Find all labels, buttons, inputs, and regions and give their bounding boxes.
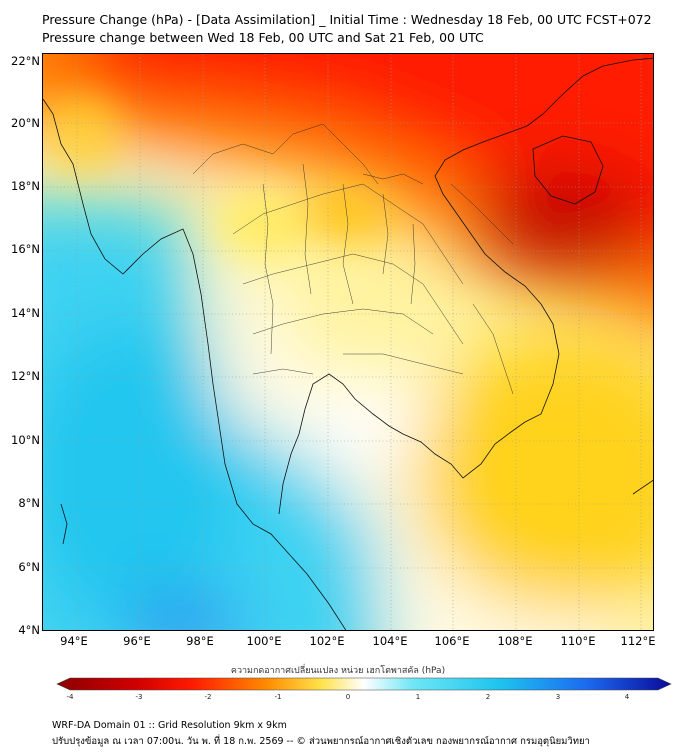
colorbar-tick: 0 xyxy=(345,693,351,701)
pressure-field xyxy=(43,54,653,630)
lon-label: 106°E xyxy=(434,634,470,648)
lon-label: 98°E xyxy=(186,634,214,648)
chart-subtitle: Pressure change between Wed 18 Feb, 00 U… xyxy=(42,30,484,45)
lon-label: 112°E xyxy=(620,634,656,648)
colorbar-tick: -1 xyxy=(274,693,282,701)
colorbar-title: ความกดอากาศเปลี่ยนแปลง หน่วย เฮกโตพาสคัล… xyxy=(230,666,446,676)
lat-label: 14°N xyxy=(11,306,40,320)
lat-label: 6°N xyxy=(18,560,40,574)
coastline xyxy=(43,57,653,630)
colorbar-tick: -3 xyxy=(135,693,143,701)
chart-title: Pressure Change (hPa) - [Data Assimilati… xyxy=(42,12,652,27)
colorbar-tick: -4 xyxy=(66,693,74,701)
footer-model-info: WRF-DA Domain 01 :: Grid Resolution 9km … xyxy=(52,720,287,731)
lat-label: 20°N xyxy=(11,116,40,130)
lat-label: 12°N xyxy=(11,369,40,383)
lon-label: 96°E xyxy=(123,634,151,648)
colorbar xyxy=(56,677,672,691)
lat-label: 10°N xyxy=(11,433,40,447)
colorbar-tick: 3 xyxy=(555,693,561,701)
colorbar-tick: 4 xyxy=(624,693,630,701)
lat-label: 4°N xyxy=(18,623,40,637)
colorbar-tick: -2 xyxy=(204,693,212,701)
lon-label: 108°E xyxy=(497,634,533,648)
footer-credit: ปรับปรุงข้อมูล ณ เวลา 07:00น. วัน พ. ที่… xyxy=(52,736,590,747)
graticule xyxy=(43,54,653,630)
map-canvas xyxy=(43,54,653,630)
lon-label: 100°E xyxy=(246,634,282,648)
lon-label: 102°E xyxy=(309,634,345,648)
lat-label: 16°N xyxy=(11,242,40,256)
colorbar-tick: 2 xyxy=(485,693,491,701)
lat-label: 8°N xyxy=(18,496,40,510)
lon-label: 94°E xyxy=(60,634,88,648)
colorbar-tick: 1 xyxy=(415,693,421,701)
lat-label: 22°N xyxy=(11,54,40,68)
pressure-change-map xyxy=(42,53,654,631)
lon-label: 104°E xyxy=(372,634,408,648)
lon-label: 110°E xyxy=(560,634,596,648)
province-borders xyxy=(192,123,514,395)
lat-label: 18°N xyxy=(11,179,40,193)
